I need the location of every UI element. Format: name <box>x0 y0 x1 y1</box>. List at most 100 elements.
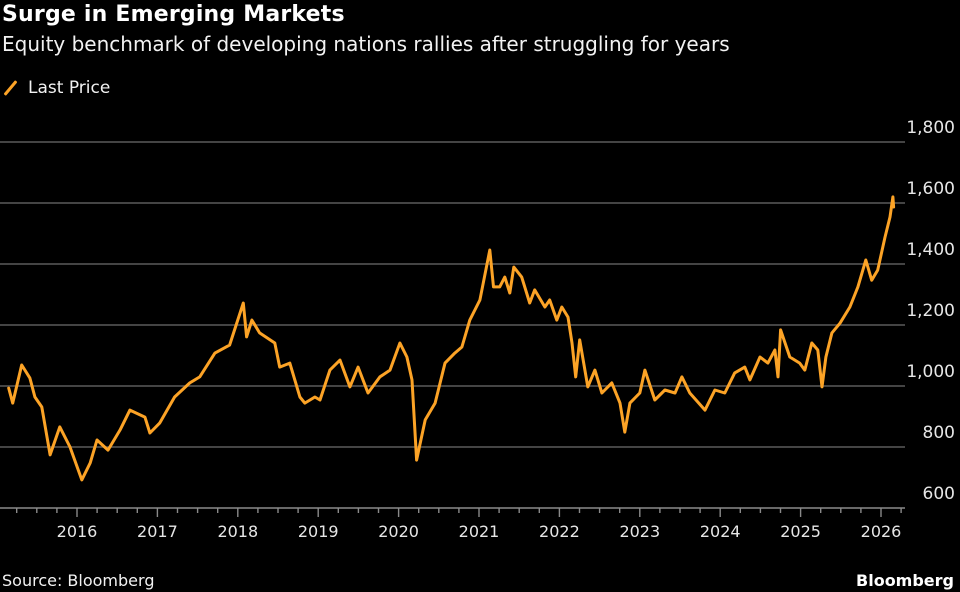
bloomberg-logo: Bloomberg <box>856 571 954 590</box>
data-point <box>892 196 894 198</box>
data-point <box>34 396 36 398</box>
data-point <box>889 216 891 218</box>
data-point <box>664 389 666 391</box>
data-point <box>415 459 418 461</box>
y-tick-label: 1,400 <box>906 240 955 260</box>
data-point <box>329 369 331 371</box>
data-point <box>357 366 359 368</box>
x-tick-label: 2019 <box>298 522 339 541</box>
data-point <box>274 342 276 344</box>
data-point <box>629 402 631 404</box>
data-point <box>314 396 316 398</box>
data-point <box>69 446 71 448</box>
data-point <box>159 422 161 424</box>
data-point <box>555 319 558 321</box>
data-point <box>173 396 176 398</box>
chart-title: Surge in Emerging Markets <box>2 2 345 27</box>
data-point <box>7 387 10 389</box>
data-point <box>857 286 859 288</box>
data-point <box>644 369 646 371</box>
data-point <box>724 392 726 394</box>
data-point <box>434 402 436 404</box>
data-point <box>509 292 511 294</box>
y-axis-labels: 600 800 1,000 1,200 1,400 1,600 1,800 <box>906 118 955 504</box>
data-point <box>578 339 581 341</box>
data-point <box>454 352 456 354</box>
data-point <box>119 429 121 431</box>
data-point <box>619 402 621 404</box>
series-group <box>7 195 896 482</box>
data-point <box>251 319 253 321</box>
data-point <box>574 376 577 378</box>
data-point <box>533 289 536 291</box>
data-point <box>520 276 523 278</box>
data-point <box>288 362 291 364</box>
data-point <box>503 276 506 278</box>
data-point <box>129 409 131 411</box>
data-point <box>821 386 823 388</box>
data-point <box>803 369 806 371</box>
data-point <box>149 432 151 434</box>
data-point <box>258 332 261 334</box>
data-point <box>367 392 369 394</box>
data-point <box>389 369 391 371</box>
data-point <box>870 279 873 281</box>
x-tick-label: 2022 <box>539 522 580 541</box>
data-point <box>319 399 321 401</box>
x-tick-label: 2018 <box>217 522 258 541</box>
data-point <box>49 454 51 456</box>
data-point <box>681 376 683 378</box>
data-point <box>278 366 281 368</box>
data-point <box>689 392 691 394</box>
data-point <box>601 392 603 394</box>
x-tick-label: 2016 <box>57 522 98 541</box>
data-point <box>488 249 491 251</box>
data-point <box>214 352 216 354</box>
data-point <box>831 332 833 334</box>
data-point <box>789 356 791 358</box>
data-point <box>571 342 573 344</box>
data-point <box>714 389 716 391</box>
data-point <box>767 362 769 364</box>
x-tick-label: 2026 <box>861 522 902 541</box>
chart-subtitle: Equity benchmark of developing nations r… <box>2 32 730 56</box>
series-line-last-price <box>7 195 896 482</box>
y-tick-label: 1,200 <box>906 301 955 321</box>
data-point <box>839 322 841 324</box>
data-point <box>825 356 827 358</box>
data-point <box>528 302 531 304</box>
data-point <box>744 366 746 368</box>
data-point <box>299 396 301 398</box>
data-point <box>303 402 306 404</box>
data-point <box>188 382 191 384</box>
data-point <box>89 462 91 464</box>
data-point <box>653 399 656 401</box>
data-point <box>674 392 676 394</box>
data-point <box>228 344 231 346</box>
data-point <box>544 306 546 308</box>
data-point <box>40 406 43 408</box>
y-tick-label: 800 <box>923 423 955 443</box>
data-point <box>811 342 813 344</box>
data-point <box>107 449 109 451</box>
legend-label: Last Price <box>28 78 111 98</box>
gridlines <box>0 141 905 509</box>
data-point <box>548 299 551 301</box>
data-point <box>479 299 481 301</box>
data-point <box>59 426 61 428</box>
data-point <box>11 402 14 404</box>
data-point <box>379 376 381 378</box>
data-point <box>411 379 413 381</box>
x-tick-label: 2020 <box>378 522 419 541</box>
data-point <box>144 416 146 418</box>
x-tick-label: 2021 <box>459 522 500 541</box>
data-point <box>759 356 761 358</box>
data-point <box>81 479 83 481</box>
y-tick-label: 1,800 <box>906 118 955 138</box>
data-point <box>849 306 851 308</box>
data-point <box>639 392 641 394</box>
data-point <box>349 386 351 388</box>
data-point <box>567 316 569 318</box>
data-point <box>816 349 819 351</box>
